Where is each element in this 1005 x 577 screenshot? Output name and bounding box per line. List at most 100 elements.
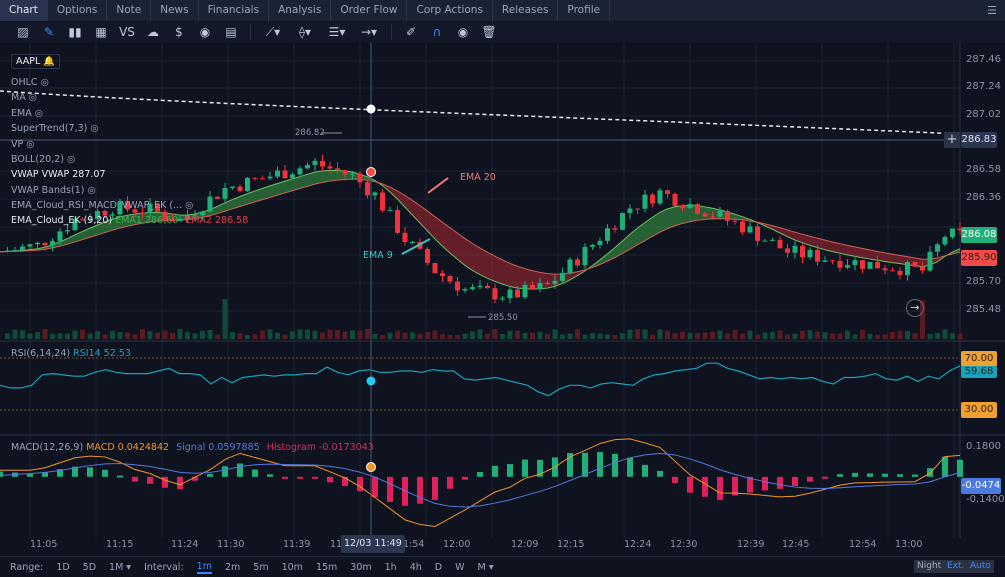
tab-order-flow[interactable]: Order Flow	[331, 0, 408, 21]
candles-icon[interactable]: ▮▮	[68, 25, 82, 39]
interval-option[interactable]: 2m	[224, 561, 241, 573]
tab-news[interactable]: News	[151, 0, 199, 21]
legend-vwap-bands: VWAP Bands(1)	[11, 185, 85, 196]
eye-off-icon[interactable]: ◎	[185, 200, 194, 211]
bell-icon[interactable]: 🔔	[43, 56, 56, 67]
ema-cloud-segment	[285, 178, 293, 193]
eye-off-icon[interactable]: ◎	[26, 139, 35, 150]
eye-off-icon[interactable]: ◎	[87, 185, 96, 196]
candle	[560, 272, 565, 281]
legend-ema1: EMA1 286.60	[115, 215, 179, 226]
ema-cloud-segment	[862, 248, 870, 260]
volume-bar	[335, 330, 340, 339]
tab-profile[interactable]: Profile	[558, 0, 611, 21]
ema-price-badge: 285.90	[961, 250, 997, 266]
candle	[725, 211, 730, 221]
tab-note[interactable]: Note	[107, 0, 152, 21]
volume-bar	[882, 334, 888, 339]
ext-button[interactable]: Ext.	[944, 560, 968, 573]
interval-option[interactable]: 10m	[281, 561, 303, 573]
candle	[650, 194, 655, 204]
trash-icon[interactable]: 🗑	[481, 25, 497, 39]
interval-option[interactable]: 5m	[253, 561, 269, 573]
brush-icon[interactable]: ✐	[405, 25, 417, 39]
arrow-icon[interactable]: →▾	[360, 25, 378, 39]
grid-icon[interactable]: ▦	[95, 25, 107, 39]
layout-icon[interactable]: ▤	[225, 25, 237, 39]
eye-off-icon[interactable]: ◎	[28, 92, 38, 103]
legend-vwap: VWAP	[11, 169, 39, 180]
add-alert-button[interactable]: +	[944, 132, 960, 148]
interval-option[interactable]: 4h	[409, 561, 422, 573]
ema-cloud-segment	[472, 243, 480, 275]
volume-bar	[852, 334, 858, 339]
scroll-to-latest-button[interactable]: →	[906, 299, 924, 317]
candle	[305, 164, 310, 169]
candle	[455, 281, 460, 291]
interval-option[interactable]: 1h	[384, 561, 397, 573]
candle	[747, 226, 753, 233]
ema-cloud-segment	[637, 222, 645, 245]
interval-option[interactable]: D	[434, 561, 443, 573]
volume-bar	[597, 333, 603, 339]
macd-histogram-bar	[912, 474, 918, 477]
candle	[530, 284, 535, 290]
cloud-icon[interactable]: ☁	[147, 25, 159, 39]
range-option[interactable]: 1D	[56, 561, 70, 573]
eye-off-icon[interactable]: ◎	[67, 154, 76, 165]
dividend-icon[interactable]: ◉	[199, 25, 211, 39]
auto-button[interactable]: Auto	[967, 560, 994, 573]
tab-corp-actions[interactable]: Corp Actions	[407, 0, 493, 21]
eye-off-icon[interactable]: ◎	[90, 123, 99, 134]
interval-option[interactable]: M ▾	[477, 561, 494, 573]
night-button[interactable]: Night	[914, 560, 945, 573]
menu-icon[interactable]: ☰	[987, 4, 997, 17]
candle	[890, 270, 895, 272]
interval-option[interactable]: W	[455, 561, 465, 573]
symbol-box[interactable]: AAPL 🔔	[11, 54, 61, 69]
candle	[957, 228, 963, 231]
fib-icon[interactable]: ☰▾	[328, 25, 346, 39]
macd-histogram-bar	[537, 459, 543, 477]
pencil-icon[interactable]: ✎	[43, 25, 55, 39]
candle	[950, 228, 955, 237]
candle	[147, 203, 153, 214]
eye-off-icon[interactable]: ◎	[40, 77, 49, 88]
volume-bar	[837, 333, 843, 339]
line-chart-icon[interactable]: ▨	[17, 25, 29, 39]
time-axis-label: 12:54	[849, 539, 877, 550]
range-option[interactable]: 5D	[82, 561, 97, 573]
range-option[interactable]: 1M ▾	[109, 561, 132, 573]
trendline-icon[interactable]: ⟋▾	[265, 24, 281, 39]
legend-ema2: EMA2 286.58	[185, 215, 249, 226]
dollar-icon[interactable]: $	[175, 25, 183, 39]
multipoint-icon[interactable]: ⟠▾	[299, 25, 311, 39]
candle	[95, 210, 100, 220]
magnet-icon[interactable]: ∩	[432, 25, 442, 39]
tab-financials[interactable]: Financials	[199, 0, 270, 21]
eye-icon[interactable]: ◉	[457, 25, 469, 39]
volume-bar	[365, 329, 370, 339]
candle	[515, 289, 520, 298]
interval-option[interactable]: 30m	[350, 561, 372, 573]
ema20-line	[0, 178, 961, 275]
volume-bar	[537, 331, 543, 339]
candle	[387, 210, 393, 212]
tab-analysis[interactable]: Analysis	[269, 0, 332, 21]
candle	[462, 289, 468, 291]
macd-histogram-bar	[102, 469, 108, 477]
tab-chart[interactable]: Chart	[0, 0, 48, 21]
interval-option[interactable]: 15m	[315, 561, 338, 573]
eye-off-icon[interactable]: ◎	[34, 108, 44, 119]
volume-bar	[402, 332, 408, 339]
volume-bar	[395, 330, 400, 339]
ema-cloud-segment	[150, 212, 158, 222]
vs-icon[interactable]: VS	[119, 25, 135, 39]
candle	[852, 260, 858, 266]
interval-option[interactable]: 1m	[196, 560, 212, 574]
macd-histogram-bar	[372, 476, 378, 498]
tab-releases[interactable]: Releases	[493, 0, 559, 21]
chart-canvas[interactable]	[0, 43, 1005, 538]
volume-bar	[732, 329, 738, 339]
tab-options[interactable]: Options	[48, 0, 108, 21]
